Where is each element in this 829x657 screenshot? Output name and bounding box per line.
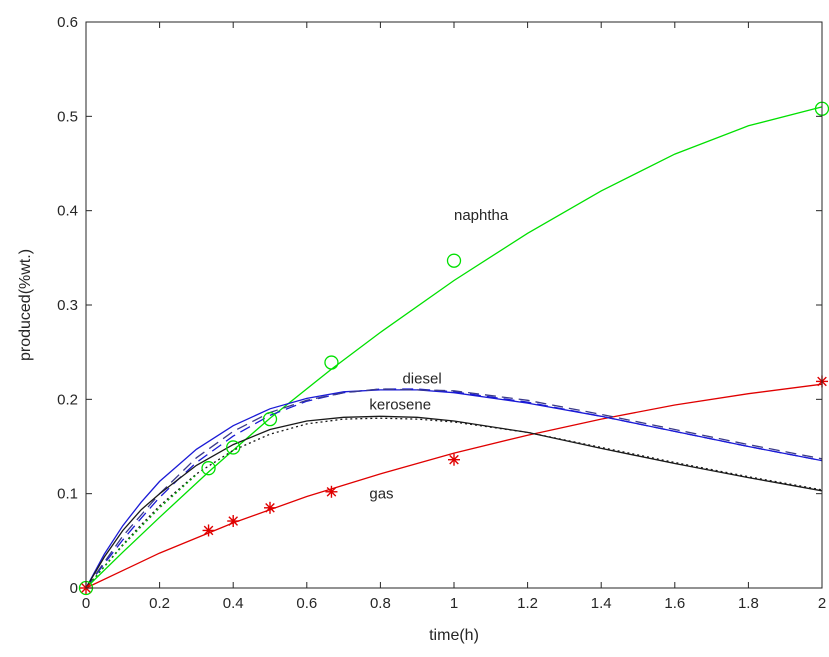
gas-data-point <box>227 515 240 528</box>
naphtha-data-point <box>201 461 216 476</box>
gas-data-point <box>264 501 276 514</box>
naphtha-data-point <box>262 411 278 427</box>
x-tick-label: 0.6 <box>296 595 317 612</box>
gas-data-point <box>325 485 338 498</box>
asterisk-stroke <box>449 454 459 465</box>
naphtha-data-point <box>324 355 339 370</box>
x-tick-label: 1.8 <box>738 595 759 612</box>
asterisk-stroke <box>326 486 337 497</box>
diesel-alt2-line <box>85 388 823 589</box>
marker-layer <box>78 101 829 596</box>
axis-layer: 0 0.2 0.4 0.6 0.8 1 1.2 1.4 1.6 1.8 2 0 0.1 0.2 0.3 0.4… <box>57 14 826 612</box>
x-tick-label: 2 <box>818 595 826 612</box>
y-tick-label: 0.1 <box>57 486 78 503</box>
kerosene-model-line <box>85 415 823 589</box>
x-tick-label: 1.2 <box>517 595 538 612</box>
x-tick-label: 0 <box>82 595 90 612</box>
annotation-layer: naphtha diesel kerosene gas <box>369 207 509 502</box>
x-tick-label: 1.6 <box>664 595 685 612</box>
x-tick-label: 1 <box>450 595 458 612</box>
annotation-kerosene: kerosene <box>369 397 431 414</box>
kerosene-alt-line <box>85 417 823 589</box>
y-tick-label: 0.6 <box>57 14 78 31</box>
y-tick-label: 0.4 <box>57 203 78 220</box>
naphtha-model-line <box>85 106 823 589</box>
asterisk-stroke <box>203 525 214 536</box>
plot-background <box>86 22 822 588</box>
y-tick-label: 0.3 <box>57 297 78 314</box>
x-tick-label: 1.4 <box>591 595 612 612</box>
gas-data-point <box>448 453 460 466</box>
y-axis-title: produced(%wt.) <box>17 249 34 361</box>
naphtha-data-point <box>226 440 241 455</box>
asterisk-stroke <box>265 503 275 513</box>
x-axis-title: time(h) <box>429 627 479 644</box>
x-tick-label: 0.2 <box>149 595 170 612</box>
gas-data-point <box>202 524 215 537</box>
naphtha-data-point <box>446 253 462 268</box>
annotation-naphtha: naphtha <box>454 207 509 224</box>
plot-area <box>86 22 822 588</box>
asterisk-stroke <box>228 516 239 526</box>
annotation-diesel: diesel <box>402 370 441 387</box>
y-tick-label: 0.2 <box>57 391 78 408</box>
y-tick-label: 0 <box>70 580 78 597</box>
y-tick-label: 0.5 <box>57 108 78 125</box>
annotation-gas: gas <box>369 485 393 502</box>
x-tick-label: 0.4 <box>223 595 244 612</box>
diesel-model-line <box>85 389 823 589</box>
x-tick-label: 0.8 <box>370 595 391 612</box>
diesel-alt-line <box>85 388 823 589</box>
